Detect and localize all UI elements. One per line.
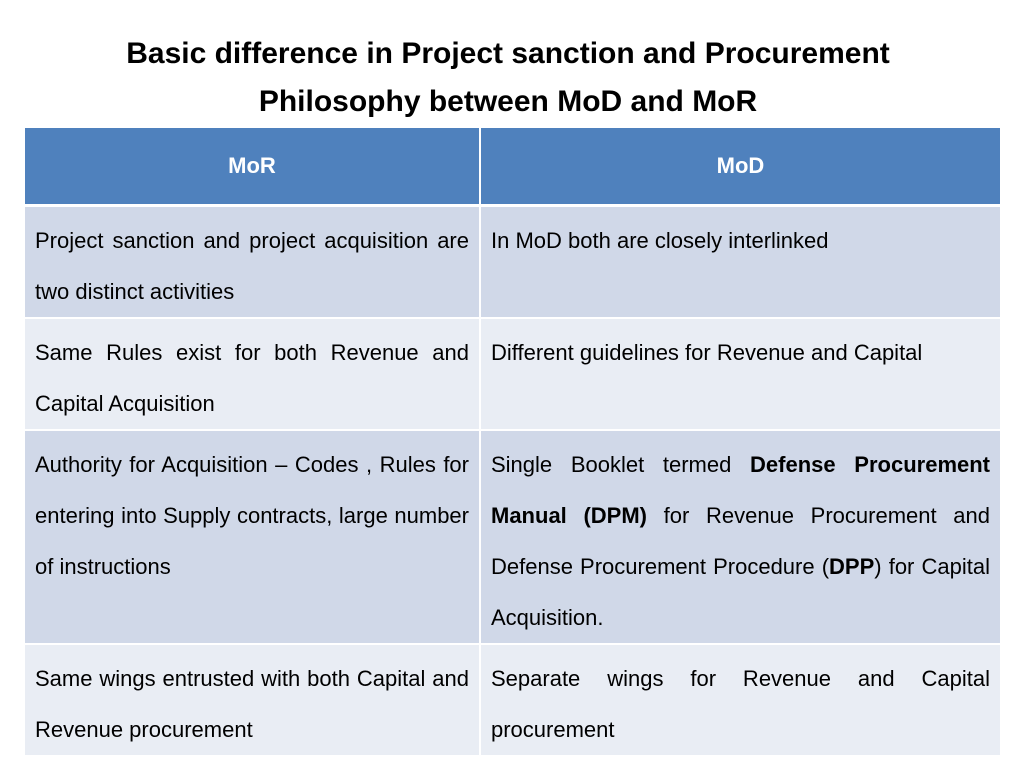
cell-mod-bold-dpm: Defense Procurement Manual (DPM) bbox=[491, 452, 991, 528]
cell-mor: Project sanction and project acquisition… bbox=[25, 204, 480, 318]
header-mor: MoR bbox=[25, 128, 480, 207]
cell-mod: Separate wings for Revenue and Capital p… bbox=[479, 643, 1000, 755]
cell-mor: Authority for Acquisition – Codes , Rule… bbox=[25, 429, 480, 644]
table-row: Same Rules exist for both Revenue and Ca… bbox=[25, 317, 1000, 430]
table-row: Project sanction and project acquisition… bbox=[25, 204, 1000, 318]
slide-title: Basic difference in Project sanction and… bbox=[0, 30, 1016, 126]
cell-mod: In MoD both are closely interlinked bbox=[479, 204, 1000, 318]
table-row: Authority for Acquisition – Codes , Rule… bbox=[25, 429, 1000, 644]
cell-mor: Same wings entrusted with both Capital a… bbox=[25, 643, 480, 755]
cell-mor: Same Rules exist for both Revenue and Ca… bbox=[25, 317, 480, 430]
title-line-2: Philosophy between MoD and MoR bbox=[258, 85, 758, 118]
header-mod: MoD bbox=[479, 128, 1000, 207]
comparison-table: MoR MoD Project sanction and project acq… bbox=[25, 128, 1000, 755]
cell-mod-text: for Revenue Procurement and Defense Proc… bbox=[491, 503, 990, 579]
cell-mod: Single Booklet termed Defense Procuremen… bbox=[479, 429, 1000, 644]
cell-mod-text: ) for Capital Acquisition. bbox=[491, 554, 990, 630]
table-row: Same wings entrusted with both Capital a… bbox=[25, 643, 1000, 755]
cell-mod-bold-dpp: DPP bbox=[829, 554, 875, 579]
cell-mod: Different guidelines for Revenue and Cap… bbox=[479, 317, 1000, 430]
table-header-row: MoR MoD bbox=[25, 128, 1000, 207]
cell-mod-text: Single Booklet termed bbox=[491, 452, 751, 477]
title-line-1: Basic difference in Project sanction and… bbox=[126, 37, 890, 70]
